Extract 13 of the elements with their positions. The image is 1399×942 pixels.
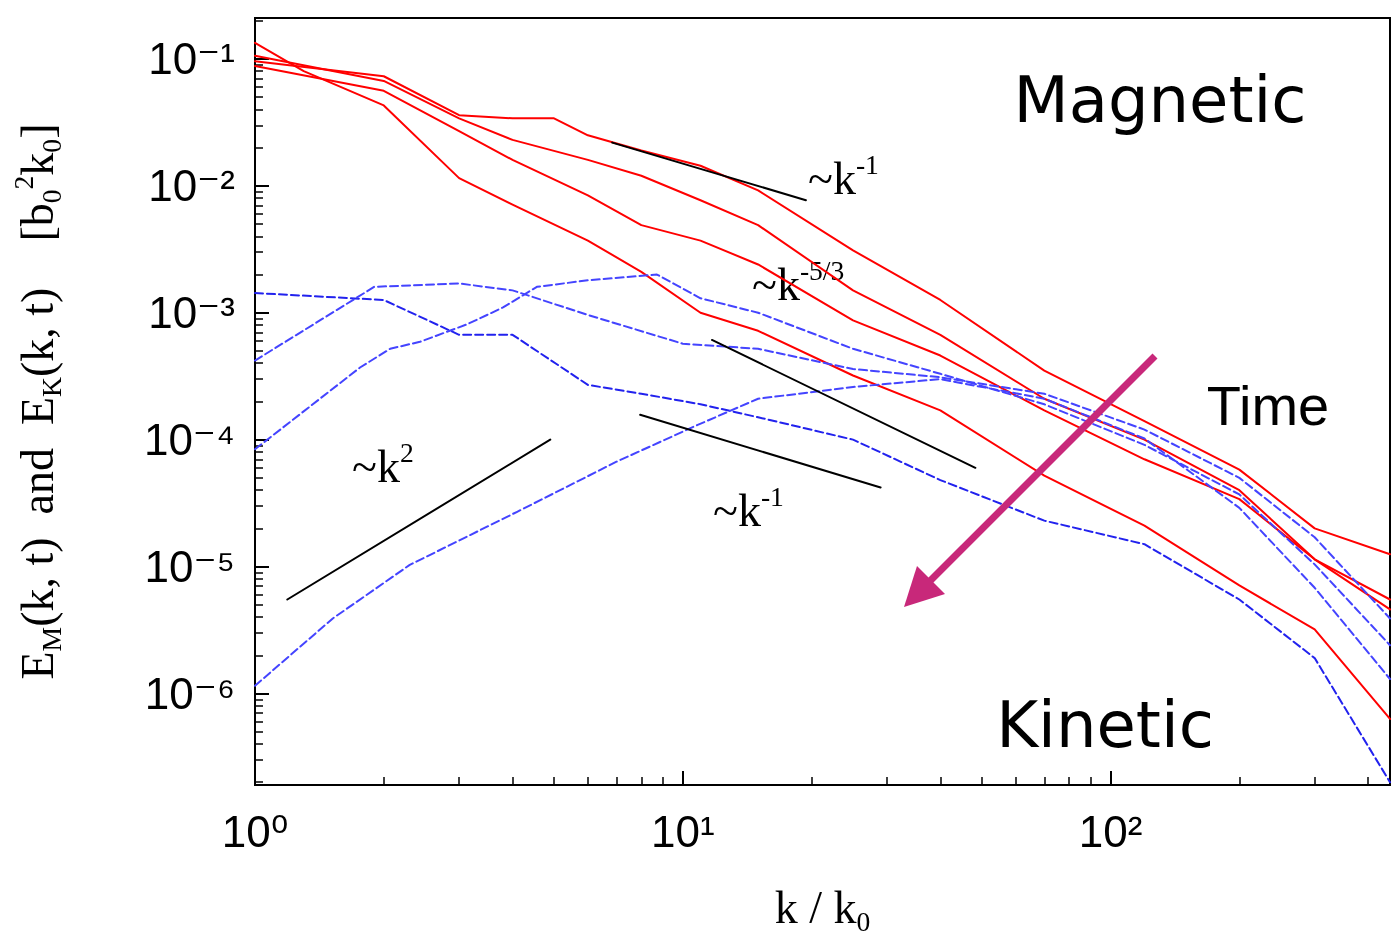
y-tick-label: 10⁻³ <box>148 288 235 338</box>
x-tick-label: 10¹ <box>650 806 715 856</box>
x-tick-label: 10² <box>1078 806 1143 856</box>
y-tick-label: 10⁻⁴ <box>143 415 235 465</box>
annotation: Kinetic <box>996 688 1214 762</box>
text: EM(k, t) and EK(k, t) [b02k0] <box>8 123 67 680</box>
annotation: Time <box>1206 373 1330 437</box>
y-tick-label: 10⁻² <box>148 161 235 211</box>
y-tick-label: 10⁻⁵ <box>144 542 235 592</box>
annotation: Magnetic <box>1013 63 1307 137</box>
y-tick-label: 10⁻¹ <box>148 34 235 84</box>
y-tick-label: 10⁻⁶ <box>144 668 235 718</box>
x-tick-label: 10⁰ <box>221 806 289 856</box>
